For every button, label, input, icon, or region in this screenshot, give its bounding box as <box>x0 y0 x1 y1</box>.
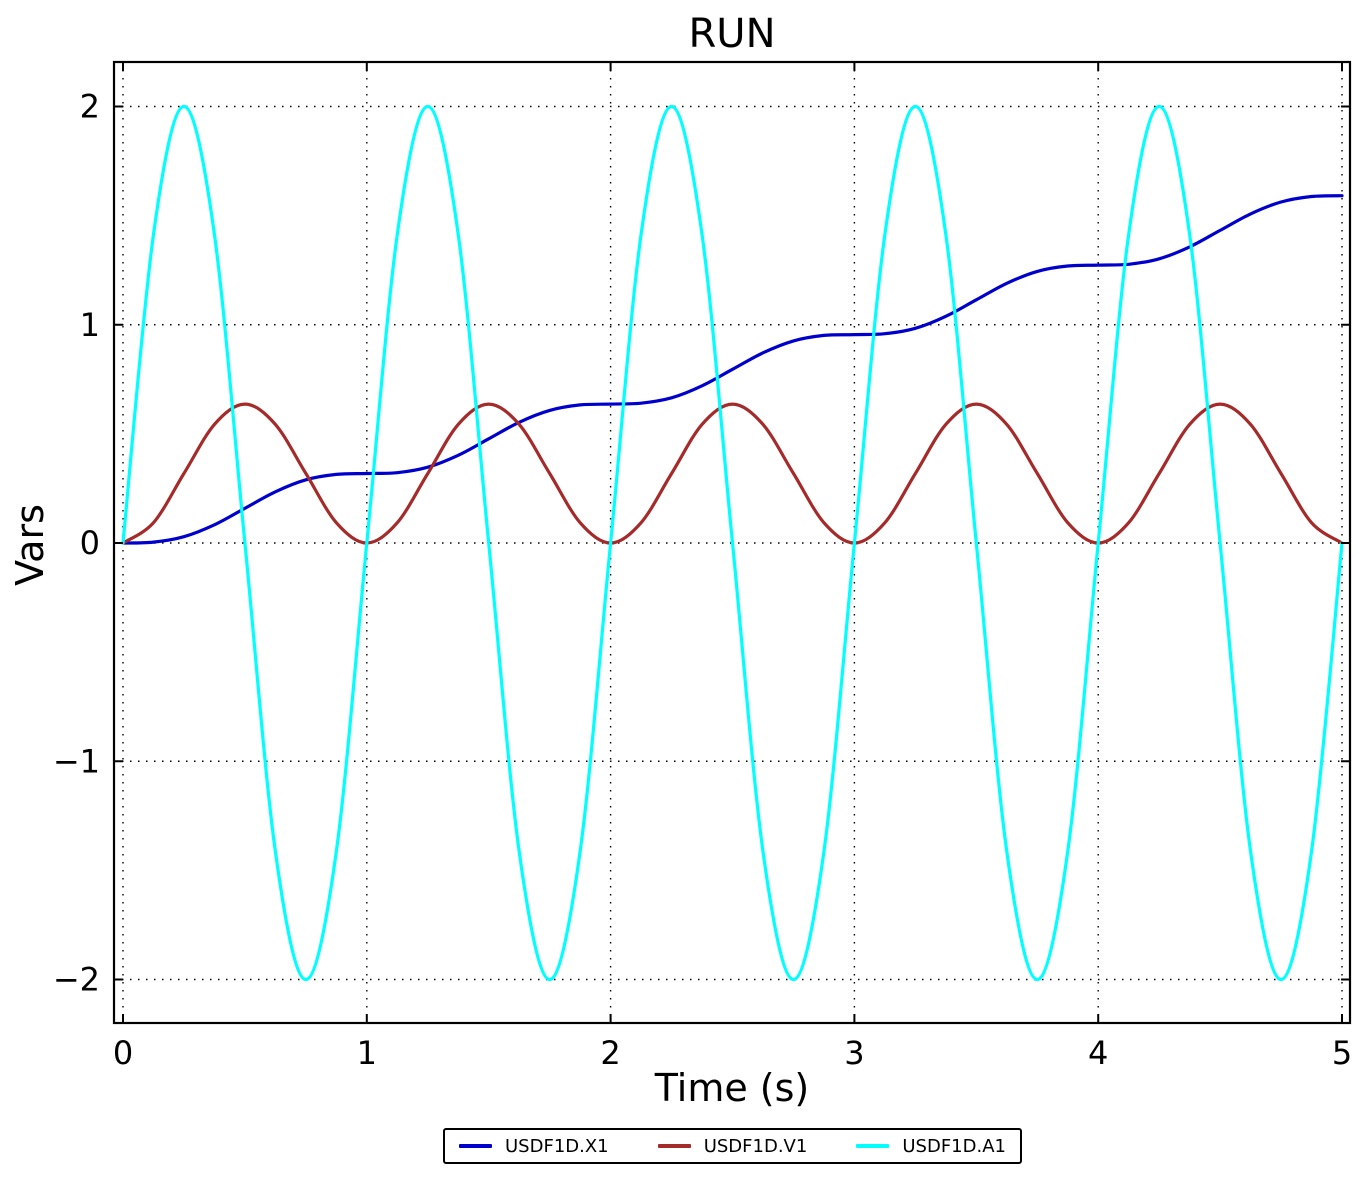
legend-label-x1: USDF1D.X1 <box>505 1135 609 1157</box>
legend-line-swatch-a1 <box>856 1144 890 1148</box>
y-tick-label: 1 <box>80 306 100 344</box>
legend-line-swatch-x1 <box>459 1144 492 1148</box>
legend-item-a1: USDF1D.A1 <box>856 1136 1006 1157</box>
legend-item-v1: USDF1D.V1 <box>657 1135 808 1157</box>
x-tick-label: 4 <box>1088 1034 1108 1072</box>
x-tick-label: 2 <box>600 1034 620 1072</box>
legend-label-v1: USDF1D.V1 <box>703 1135 808 1157</box>
x-tick-label: 5 <box>1332 1034 1352 1072</box>
legend-label-a1: USDF1D.A1 <box>902 1135 1006 1157</box>
y-tick-label: 2 <box>80 88 100 126</box>
y-tick-label: −2 <box>53 961 100 999</box>
y-tick-label: 0 <box>80 524 100 562</box>
y-tick-label: −1 <box>53 742 100 780</box>
chart-title: RUN <box>688 11 776 57</box>
series-line-USDF1D.X1 <box>121 194 1344 545</box>
x-axis-label: Time (s) <box>654 1066 810 1110</box>
series-line-USDF1D.A1 <box>121 104 1344 982</box>
legend-line-swatch-v1 <box>657 1144 691 1148</box>
legend: USDF1D.X1 USDF1D.V1 USDF1D.A1 <box>443 1128 1022 1164</box>
legend-item-x1: USDF1D.X1 <box>459 1136 609 1157</box>
x-tick-label: 3 <box>844 1034 864 1072</box>
x-tick-label: 0 <box>113 1034 133 1072</box>
series-line-USDF1D.V1 <box>121 402 1344 545</box>
x-tick-label: 1 <box>357 1034 377 1072</box>
